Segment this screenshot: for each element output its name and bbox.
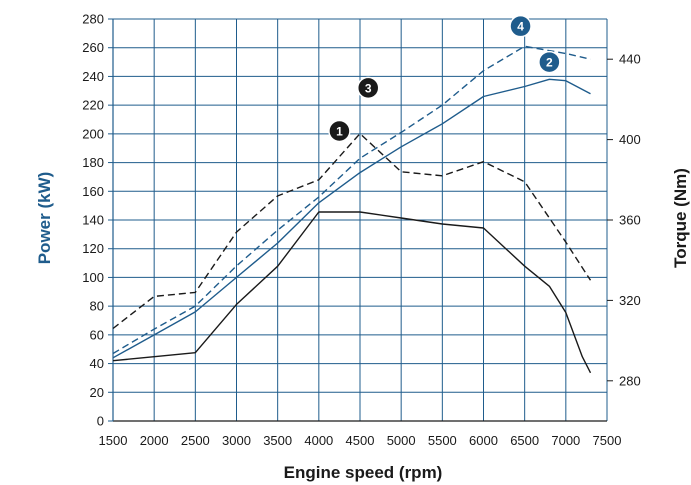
y-tick-label: 180 — [82, 155, 104, 170]
x-tick-label: 2500 — [181, 433, 210, 448]
y-tick-labels: 0 20 40 60 80 100 120 140 160 180 200 220 240 260 280 — [82, 12, 104, 429]
y-tick-label: 200 — [82, 126, 104, 141]
marker-label-4: 4 — [517, 20, 524, 34]
y2-tick-label: 360 — [619, 213, 641, 228]
x-tick-label: 1500 — [99, 433, 128, 448]
marker-badge-4 — [509, 14, 532, 38]
y-tick-label: 140 — [82, 213, 104, 228]
y-tick-label: 160 — [82, 184, 104, 199]
y-tick-label: 60 — [90, 327, 104, 342]
y-tick-label: 100 — [82, 270, 104, 285]
series-lines — [112, 45, 592, 374]
y-tick-label: 40 — [90, 356, 104, 371]
y-tick-label: 20 — [90, 385, 104, 400]
marker-badge-1 — [328, 119, 351, 143]
y-tick-label: 80 — [90, 299, 104, 314]
marker-label-1: 1 — [336, 124, 343, 138]
y-tick-label: 280 — [82, 12, 104, 27]
x-tick-label: 4500 — [346, 433, 375, 448]
x-tick-label: 6500 — [510, 433, 539, 448]
y-axis-title: Power (kW) — [35, 172, 54, 265]
marker-badge-2 — [538, 50, 561, 74]
y2-tick-label: 400 — [619, 132, 641, 147]
y-tick-label: 260 — [82, 40, 104, 55]
marker-badge-3 — [356, 76, 380, 100]
series-line-3 — [112, 132, 592, 330]
x-tick-label: 7500 — [593, 433, 622, 448]
x-axis-title: Engine speed (rpm) — [284, 463, 443, 482]
x-tick-label: 3000 — [222, 433, 251, 448]
y2-tick-label: 280 — [619, 373, 641, 388]
series-line-2 — [112, 78, 591, 359]
x-tick-labels: 1500 2000 2500 3000 3500 4000 4500 5000 5500 6000… — [99, 433, 622, 448]
y2-tick-label: 320 — [619, 293, 641, 308]
series-line-4 — [112, 45, 591, 355]
marker-label-3: 3 — [365, 81, 372, 95]
y2-tick-label: 440 — [619, 52, 641, 67]
x-tick-label: 5000 — [387, 433, 416, 448]
x-tick-label: 7000 — [551, 433, 580, 448]
x-tick-label: 2000 — [140, 433, 169, 448]
y2-tick-labels: 280 320 360 400 440 — [619, 52, 641, 389]
grid — [108, 18, 613, 422]
x-tick-label: 5500 — [428, 433, 457, 448]
y-tick-label: 220 — [82, 98, 104, 113]
series-line-1 — [112, 211, 592, 374]
x-tick-label: 6000 — [469, 433, 498, 448]
y2-axis-title: Torque (Nm) — [671, 168, 690, 268]
y-tick-label: 0 — [97, 414, 104, 429]
x-tick-label: 4000 — [304, 433, 333, 448]
y-tick-label: 240 — [82, 69, 104, 84]
x-tick-label: 3500 — [263, 433, 292, 448]
marker-label-2: 2 — [546, 56, 553, 70]
y-tick-label: 120 — [82, 241, 104, 256]
series-markers: 1 2 3 4 — [328, 14, 561, 143]
